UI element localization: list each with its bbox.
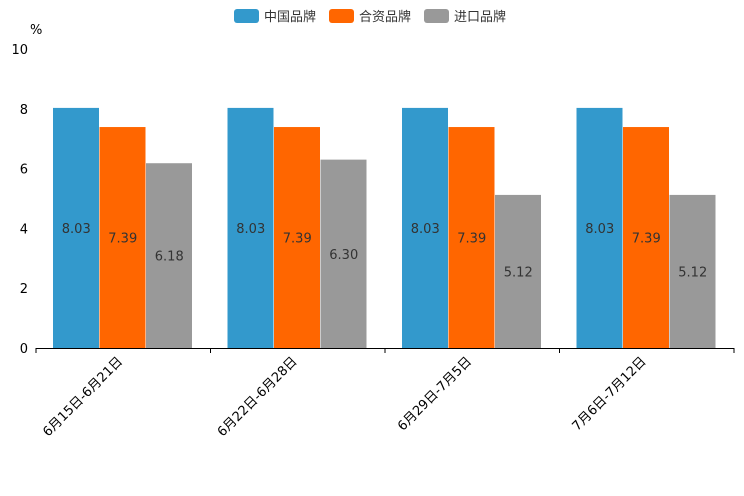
bar-imported-brand[interactable] <box>146 163 192 348</box>
bar-value-label: 8.03 <box>236 222 265 237</box>
bar-imported-brand[interactable] <box>669 194 716 348</box>
bar-joint-venture-brand[interactable] <box>274 127 320 348</box>
y-axis: 0 2 4 6 8 10 <box>11 43 28 357</box>
x-tick-label: 7月6日-7月12日 <box>570 354 650 434</box>
x-axis: 6月15日-6月21日 6月22日-6月28日 6月29日-7月5日 7月6日-7月1… <box>35 348 735 440</box>
y-tick-label: 10 <box>11 43 28 58</box>
bar-china-brand[interactable] <box>402 107 448 348</box>
bar-value-label: 8.03 <box>62 222 91 237</box>
legend-label[interactable]: 合资品牌 <box>359 9 411 25</box>
bar-china-brand[interactable] <box>53 107 99 348</box>
bar-value-label: 7.39 <box>108 232 137 247</box>
legend-swatch[interactable] <box>424 9 449 23</box>
bar-value-label: 8.03 <box>411 222 440 237</box>
bar-value-label: 6.30 <box>329 248 358 263</box>
y-tick-label: 8 <box>20 103 28 118</box>
y-axis-unit-label: % <box>30 23 42 38</box>
bar-value-label: 8.03 <box>585 222 614 237</box>
bar-joint-venture-brand[interactable] <box>448 127 495 348</box>
bar-value-label: 6.18 <box>155 250 184 265</box>
bar-value-label: 7.39 <box>457 232 486 247</box>
x-tick-label: 6月29日-7月5日 <box>395 354 475 434</box>
bar-value-label: 5.12 <box>678 265 707 280</box>
bar-china-brand[interactable] <box>576 107 623 348</box>
bar-joint-venture-brand[interactable] <box>99 127 146 348</box>
bar-imported-brand[interactable] <box>320 159 367 348</box>
legend-label[interactable]: 中国品牌 <box>264 9 316 25</box>
legend-label[interactable]: 进口品牌 <box>454 9 506 25</box>
legend-swatch[interactable] <box>234 9 259 23</box>
y-tick-label: 2 <box>20 282 28 297</box>
y-tick-label: 4 <box>20 222 28 237</box>
bar-value-label: 7.39 <box>283 232 312 247</box>
legend: 中国品牌 合资品牌 进口品牌 <box>234 9 506 25</box>
x-tick-label: 6月15日-6月21日 <box>40 354 126 440</box>
bar-value-label: 5.12 <box>504 265 533 280</box>
x-tick-label: 6月22日-6月28日 <box>215 354 301 440</box>
y-tick-label: 6 <box>20 163 28 178</box>
bars: 8.03 7.39 6.18 8.03 7.39 6.30 8.03 7.39 5.12 8.03… <box>53 107 716 348</box>
bar-joint-venture-brand[interactable] <box>623 127 669 348</box>
y-tick-label: 0 <box>20 342 28 357</box>
bar-china-brand[interactable] <box>227 107 274 348</box>
legend-swatch[interactable] <box>329 9 354 23</box>
bar-value-label: 7.39 <box>632 232 661 247</box>
bar-imported-brand[interactable] <box>495 194 541 348</box>
